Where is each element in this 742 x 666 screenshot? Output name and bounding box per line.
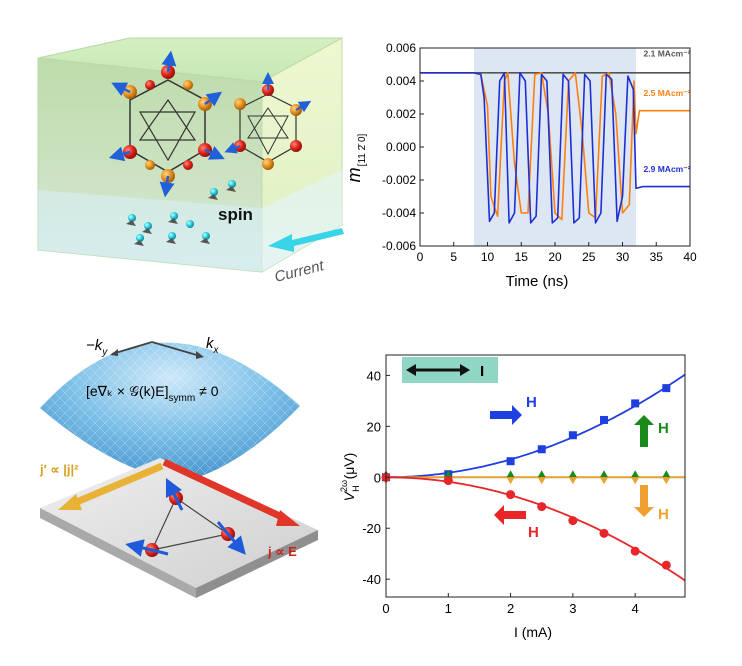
y-tick-label: -40 — [362, 572, 381, 587]
data-point — [537, 502, 547, 512]
chart-b-ylabel: m[11 2̄ 0] — [344, 133, 368, 182]
data-point — [506, 470, 515, 478]
j-prime-label: j′ ∝ |j|² — [39, 462, 79, 477]
neg-ky-label: −ky — [86, 337, 108, 358]
data-point — [537, 470, 546, 478]
data-point — [537, 445, 546, 454]
hall-voltage-chart: 0 1 2 3 4 40 20 0 -20 -40 I H H H H I (mA) V2ω H(μV) — [339, 354, 686, 640]
sample-slab — [40, 458, 318, 588]
field-label-3: H — [528, 524, 539, 541]
band-surface-diagram: −ky kx [e∇ₖ × 𝒢(k)E]symm ≠ 0 — [39, 335, 318, 598]
hexagon-lattice-left — [108, 50, 225, 198]
x-tick-label: 20 — [548, 250, 562, 264]
chart-d-ylabel: V2ω H(μV) — [340, 453, 361, 502]
x-tick-label: 0 — [382, 601, 389, 616]
data-point — [506, 490, 516, 500]
magnetization-chart: 2.1 MAcm⁻² 2.5 MAcm⁻² 2.9 MAcm⁻² 0 5 10 15 20 2… — [344, 41, 697, 290]
data-point — [600, 477, 609, 485]
series-label-2: 2.9 MAcm⁻² — [644, 164, 691, 174]
data-point — [631, 399, 640, 408]
j-arrow — [162, 458, 300, 526]
crystal-diagram: spin Current — [37, 37, 344, 286]
x-tick-label: 4 — [632, 601, 639, 616]
y-tick-label: 40 — [367, 368, 381, 383]
x-tick-label: 35 — [650, 250, 664, 264]
ky-axis-arrow — [111, 341, 153, 355]
panel-c-band-illustration: −ky kx [e∇ₖ × 𝒢(k)E]symm ≠ 0 — [0, 318, 370, 661]
data-point — [600, 415, 609, 424]
field-arrow-2 — [634, 485, 654, 517]
field-arrow-1 — [634, 415, 654, 447]
data-point — [568, 431, 577, 440]
field-label-1: H — [658, 420, 669, 437]
field-label-2: H — [658, 506, 669, 523]
x-tick-label: 1 — [445, 601, 452, 616]
data-point — [443, 476, 453, 486]
j-prime-arrow — [58, 462, 164, 510]
kx-label: kx — [206, 335, 220, 356]
y-tick-label: -20 — [362, 521, 381, 536]
data-point — [568, 516, 578, 526]
data-point — [662, 470, 671, 478]
data-point — [568, 477, 577, 485]
x-tick-label: 40 — [683, 250, 697, 264]
data-point — [662, 477, 671, 485]
y-tick-label: 0 — [374, 470, 381, 485]
data-point — [600, 470, 609, 478]
spin-triangle — [125, 477, 246, 557]
data-point — [444, 470, 453, 478]
x-tick-label: 2 — [507, 601, 514, 616]
hexagon-lattice-right — [224, 72, 312, 170]
chart-d-frame — [385, 354, 686, 598]
field-arrow-3 — [494, 505, 526, 525]
field-arrow-0 — [490, 405, 522, 425]
x-tick-label: 25 — [582, 250, 596, 264]
y-tick-label: 0.002 — [386, 107, 416, 121]
x-tick-label: 15 — [515, 250, 529, 264]
data-point — [568, 470, 577, 478]
series-label-1: 2.5 MAcm⁻² — [644, 88, 691, 98]
berry-formula: [e∇ₖ × 𝒢(k)E]symm ≠ 0 — [86, 383, 219, 404]
chart-d-xlabel: I (mA) — [514, 624, 552, 640]
field-label-0: H — [526, 394, 537, 411]
data-point — [506, 477, 515, 485]
y-tick-label: 0.000 — [386, 140, 416, 154]
j-label: j ∝ E — [267, 544, 297, 559]
y-tick-label: -0.004 — [382, 206, 416, 220]
data-point — [506, 457, 515, 466]
spin-label: spin — [218, 205, 253, 224]
data-point — [599, 528, 609, 538]
data-point — [631, 470, 640, 478]
panel-d-hall-chart: 0 1 2 3 4 40 20 0 -20 -40 I H H H H I (mA) V2ω H(μV) — [339, 335, 710, 645]
y-tick-label: 0.004 — [386, 74, 416, 88]
panel-b-time-chart: 2.1 MAcm⁻² 2.5 MAcm⁻² 2.9 MAcm⁻² 0 5 10 15 20 2… — [340, 28, 720, 290]
y-tick-label: 0.006 — [386, 41, 416, 55]
series-label-0: 2.1 MAcm⁻² — [644, 48, 691, 58]
current-arrow-left-head — [406, 364, 416, 376]
current-arrow-right-head — [460, 364, 470, 376]
x-tick-label: 10 — [481, 250, 495, 264]
chart-b-xlabel: Time (ns) — [506, 273, 569, 290]
data-point — [662, 384, 671, 393]
series-line-2 — [420, 72, 690, 224]
current-arrow — [268, 228, 344, 252]
x-tick-label: 3 — [569, 601, 576, 616]
data-point — [661, 560, 671, 570]
x-tick-label: 0 — [417, 250, 424, 264]
current-symbol: I — [480, 363, 484, 380]
data-point — [631, 477, 640, 485]
kx-axis-arrow — [151, 341, 201, 357]
data-point — [630, 546, 640, 556]
panel-a-crystal-illustration: spin Current — [0, 0, 370, 300]
data-point — [537, 477, 546, 485]
x-tick-label: 30 — [616, 250, 630, 264]
x-tick-label: 5 — [450, 250, 457, 264]
y-tick-label: 20 — [367, 419, 381, 434]
y-tick-label: -0.002 — [382, 173, 416, 187]
spin-particles — [126, 180, 236, 246]
y-tick-label: -0.006 — [382, 239, 416, 253]
